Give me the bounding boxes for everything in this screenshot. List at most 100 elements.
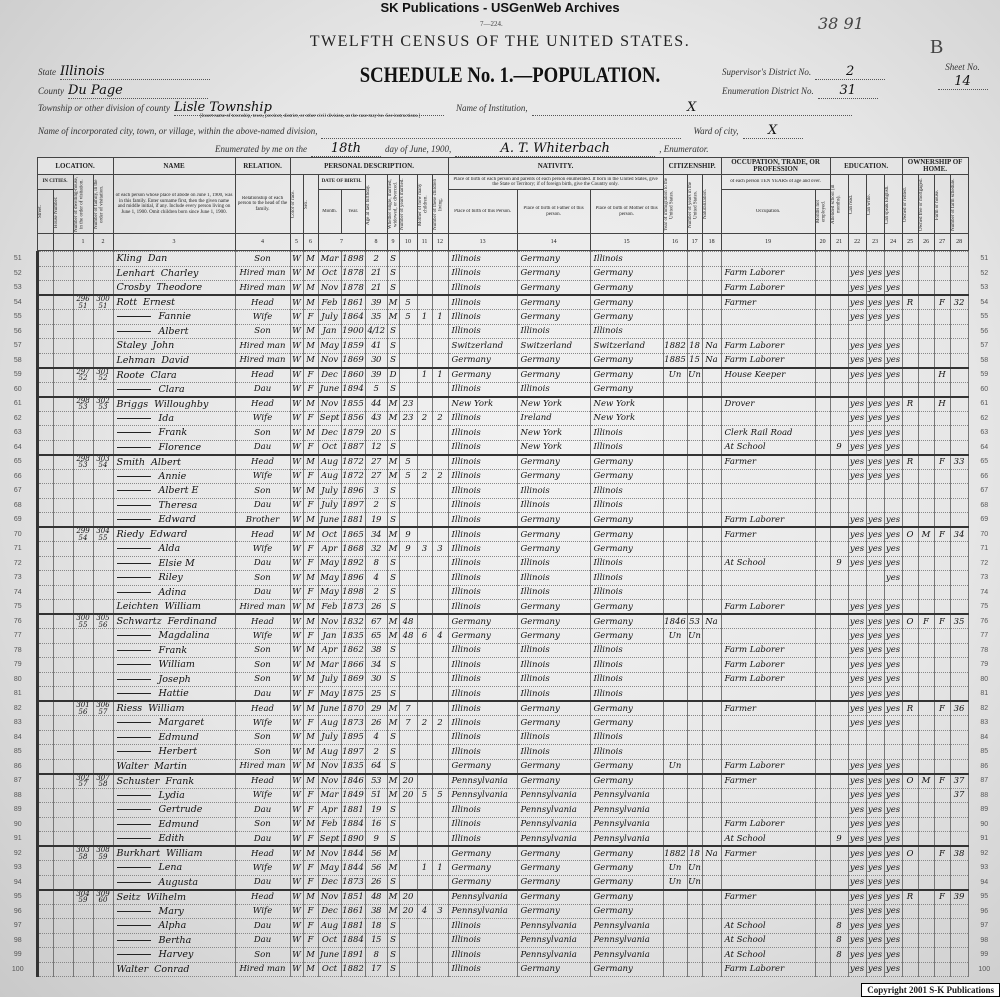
marital-status: S [386,642,400,658]
table-row: 87 302 57 307 58 Schuster Frank Head W M Nov 1846… [0,772,1000,789]
birthplace: Illinois [447,570,518,586]
months-unemployed [814,758,831,774]
line-number-right: 76 [980,617,989,625]
immigration-year [662,395,688,412]
can-read: yes [847,932,867,948]
father-birthplace: Illinois [516,729,591,745]
age: 32 [364,541,388,557]
dwelling-number [72,729,94,745]
line-number-right: 71 [980,545,989,553]
mother-birthplace: Pennsylvania [589,787,664,803]
header-farm-cell: Farm or house. [933,174,951,234]
speaks-english: yes [883,787,903,803]
children-born [416,526,433,542]
marital-status: S [386,816,400,832]
group-occupation: OCCUPATION, TRADE, OR PROFESSION [720,157,831,175]
ditto-mark [116,591,151,593]
children-born [416,845,433,861]
name: Theresa [112,497,236,513]
children-living [431,686,449,702]
school-months [829,323,849,339]
relation: Wife [234,541,291,557]
age: 29 [364,700,388,716]
school-months [829,686,849,702]
birth-month: Sept [317,831,342,847]
header-birth-month: Month. [322,208,337,214]
can-read: yes [847,787,867,803]
group-nativity: NATIVITY. [447,157,664,175]
name: Margaret [112,715,236,731]
color: W [289,381,304,397]
column-number: 14 [516,233,591,251]
header-months-unemployed-cell: Months not employed. [814,189,831,234]
family-number [92,497,114,513]
line-number-right: 59 [980,371,989,379]
line-number: 52 [0,266,39,281]
marital-status: M [386,845,400,861]
years-in-us [686,497,703,513]
relation: Wife [234,309,291,325]
speaks-english: yes [883,309,903,325]
street [36,903,54,919]
column-number: 28 [949,233,969,251]
institution-label: Name of Institution, [455,103,528,113]
sex: F [302,309,319,325]
age: 56 [364,845,388,861]
can-read: yes [847,512,867,528]
given-name: Edward [158,514,196,525]
months-unemployed [814,657,831,673]
owned-rented [901,570,919,586]
school-months [829,294,849,310]
column-number: 27 [933,233,951,251]
occupation [720,715,816,731]
farm-schedule [949,395,969,412]
speaks-english: yes [883,947,903,963]
dwelling-number [72,671,94,687]
children-born [416,961,433,977]
years-married [398,744,418,760]
years-in-us [686,555,703,571]
table-row: 65 298 53 303 54 Smith Albert Head W M Aug 1872 27… [0,453,1000,470]
father-birthplace: Germany [516,599,591,615]
can-read [847,251,867,267]
school-months [829,613,849,629]
county-value: Du Page [68,83,208,99]
supervisor-field: Supervisor's District No. 2 [722,62,886,80]
can-read: yes [847,410,867,426]
father-birthplace: Pennsylvania [516,816,591,832]
years-married [398,280,418,296]
name: Ida [112,410,236,426]
mother-birthplace: Germany [589,758,664,774]
family-number [92,541,114,557]
months-unemployed [814,251,831,267]
naturalization [701,700,722,716]
header-write: Can write. [867,193,873,215]
line-number-right: 94 [980,878,989,886]
children-born: 2 [416,410,433,426]
farm-house [933,439,951,455]
color: W [289,599,304,615]
house-number [52,526,74,542]
header-owned-cell: Owned or rented. [901,174,919,234]
name: Lehman David [112,352,236,368]
mother-birthplace: Illinois [589,657,664,673]
dwelling-number [72,903,94,919]
children-born [416,831,433,847]
children-born: 2 [416,715,433,731]
birth-month: Oct [317,265,342,281]
naturalization [701,555,722,571]
relation: Head [234,453,291,470]
given-name: Augusta [158,876,199,888]
children-living [431,584,449,600]
given-name: Edmund [158,818,199,830]
birth-year: 1881 [340,918,366,934]
column-number: 20 [814,233,831,251]
house-number [52,888,74,905]
birth-month: Mar [317,787,342,803]
ditto-mark [116,475,151,477]
age: 27 [364,468,388,484]
table-row: 93 Lena Wife W F May 1844 56 M 1 1 Germany Germany Ge… [0,860,1000,876]
given-name: Frank [158,644,188,656]
marital-status: S [386,381,400,397]
table-row: 56 Albert Son W M Jan 1900 4/12 S Illinois Illinoi… [0,323,1000,339]
